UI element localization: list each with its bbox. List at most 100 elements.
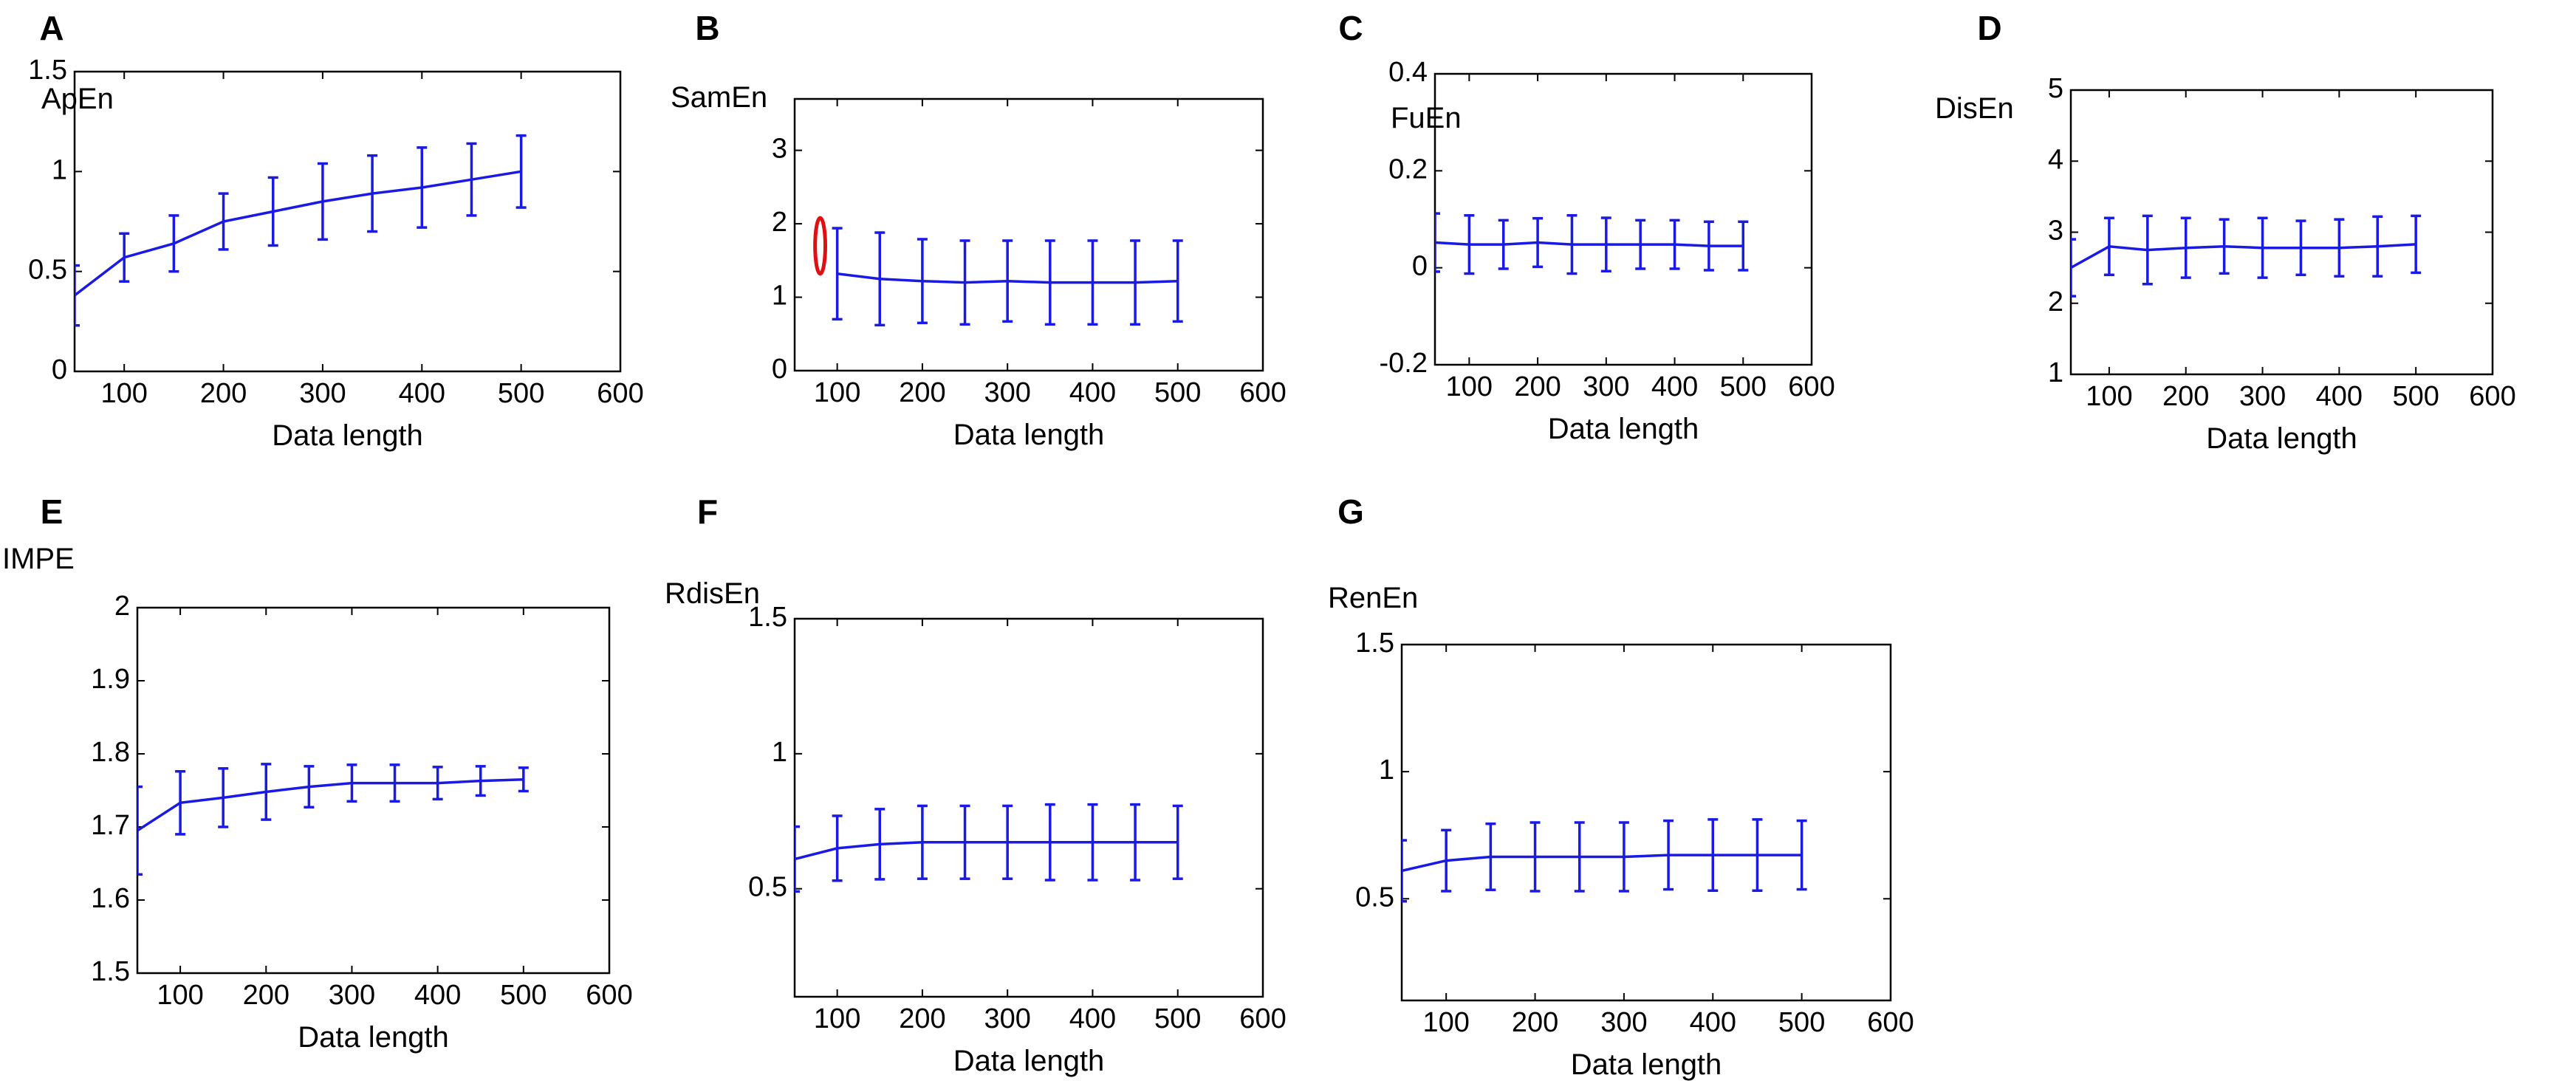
error-bar [1635, 219, 1646, 270]
y-tick-label: 1.7 [91, 810, 130, 841]
y-tick-label: 0 [1412, 251, 1428, 282]
x-tick-label: 500 [1154, 1003, 1201, 1034]
error-bar [346, 763, 357, 803]
error-bar [2411, 214, 2422, 275]
error-bar [874, 808, 886, 881]
x-tick-label: 300 [329, 980, 375, 1011]
y-tick-label: 1 [772, 281, 787, 312]
y-axis-label: DisEn [1935, 92, 2014, 125]
y-tick-label: 3 [772, 134, 787, 165]
error-bar [1435, 212, 1440, 273]
y-tick-label: 0.5 [1355, 882, 1394, 913]
y-tick-label: 1.5 [91, 956, 130, 987]
y-tick-label: 0.5 [748, 872, 787, 903]
axes-frame [793, 617, 1264, 998]
panel-g: G RenEn 100 200 300 400 500 600 0.5 1 1.5 Data leng… [1328, 492, 1914, 1081]
y-axis-label: SamEn [671, 81, 767, 114]
y-tick-label: 1 [2048, 357, 2063, 388]
y-tick-label: 0 [772, 354, 787, 385]
error-bar [1574, 821, 1585, 893]
error-bar [119, 232, 130, 283]
panel-letter: C [1338, 9, 1363, 47]
x-tick-label: 300 [299, 378, 346, 409]
error-bar [2103, 216, 2114, 276]
x-tick-label: 200 [243, 980, 290, 1011]
y-tick-label: 1 [1379, 755, 1394, 786]
x-axis-label: Data length [1548, 413, 1699, 445]
y-tick-label: 5 [2048, 73, 2063, 104]
y-tick-label: 0.4 [1388, 57, 1428, 88]
error-bar [417, 146, 428, 229]
x-tick-label: 400 [414, 980, 461, 1011]
error-bar [1485, 822, 1496, 891]
error-bar [1618, 821, 1629, 893]
x-tick-label: 500 [2392, 381, 2439, 412]
error-bar [475, 765, 486, 797]
error-bar [1738, 220, 1749, 272]
panel-letter: B [695, 9, 719, 47]
panel-b: B SamEn 100 200 300 400 500 600 0 1 2 3 Data length [671, 9, 1287, 451]
series-group [1402, 818, 1807, 903]
error-bar [1752, 818, 1763, 893]
error-bar [261, 763, 272, 821]
y-tick-label: 2 [114, 591, 130, 622]
error-bar [1002, 804, 1013, 880]
x-tick-label: 200 [1512, 1007, 1558, 1038]
error-bar [2372, 215, 2383, 278]
x-tick-label: 500 [1720, 371, 1767, 402]
x-tick-label: 600 [597, 378, 643, 409]
axes-frame [136, 606, 611, 975]
y-tick-label: 0.2 [1388, 154, 1428, 185]
series-group [1435, 212, 1749, 275]
series-group [75, 134, 527, 327]
error-bar [959, 239, 970, 326]
axes-frame [793, 97, 1264, 372]
x-axis-label: Data length [953, 419, 1105, 451]
error-bar [1498, 219, 1509, 270]
x-tick-label: 600 [586, 980, 632, 1011]
x-tick-label: 500 [500, 980, 547, 1011]
error-bar [1044, 803, 1055, 882]
error-bar [917, 804, 928, 880]
error-bar [2142, 214, 2153, 286]
error-bar [2071, 238, 2076, 298]
x-tick-label: 300 [2239, 381, 2286, 412]
error-bar [1464, 213, 1475, 275]
axes-frame [2069, 89, 2494, 376]
error-bar [1532, 216, 1544, 269]
error-bar [1600, 216, 1611, 273]
error-bar [1172, 804, 1183, 880]
x-tick-label: 500 [1778, 1007, 1825, 1038]
x-tick-label: 500 [498, 378, 544, 409]
series-line [137, 777, 524, 832]
series-group [137, 763, 529, 876]
x-tick-label: 300 [984, 377, 1030, 408]
x-tick-label: 200 [200, 378, 247, 409]
highlight-ellipse [813, 216, 827, 276]
error-bar [1796, 819, 1807, 891]
x-tick-label: 300 [984, 1003, 1030, 1034]
y-axis-label: RdisEn [665, 577, 760, 610]
error-bar [1703, 220, 1714, 272]
x-tick-label: 100 [1446, 371, 1493, 402]
y-axis-label: RenEn [1328, 582, 1418, 614]
error-bar [168, 214, 179, 273]
axes-frame [1433, 72, 1813, 366]
y-tick-label: 1.5 [28, 55, 67, 86]
error-bar [2180, 216, 2191, 279]
y-axis-label: FuEn [1391, 102, 1462, 134]
y-tick-label: 4 [2048, 144, 2063, 175]
error-bar [1130, 239, 1141, 326]
error-bar [1669, 219, 1680, 270]
error-bar [432, 766, 443, 801]
y-tick-label: 0 [52, 354, 67, 385]
panel-letter: D [1977, 9, 2001, 47]
x-tick-label: 100 [157, 980, 203, 1011]
y-axis-label: ApEn [41, 83, 114, 115]
x-tick-label: 200 [1514, 371, 1561, 402]
error-bar [137, 785, 143, 876]
error-bar [218, 192, 229, 251]
x-tick-label: 600 [1867, 1007, 1914, 1038]
series-line [2071, 243, 2416, 269]
